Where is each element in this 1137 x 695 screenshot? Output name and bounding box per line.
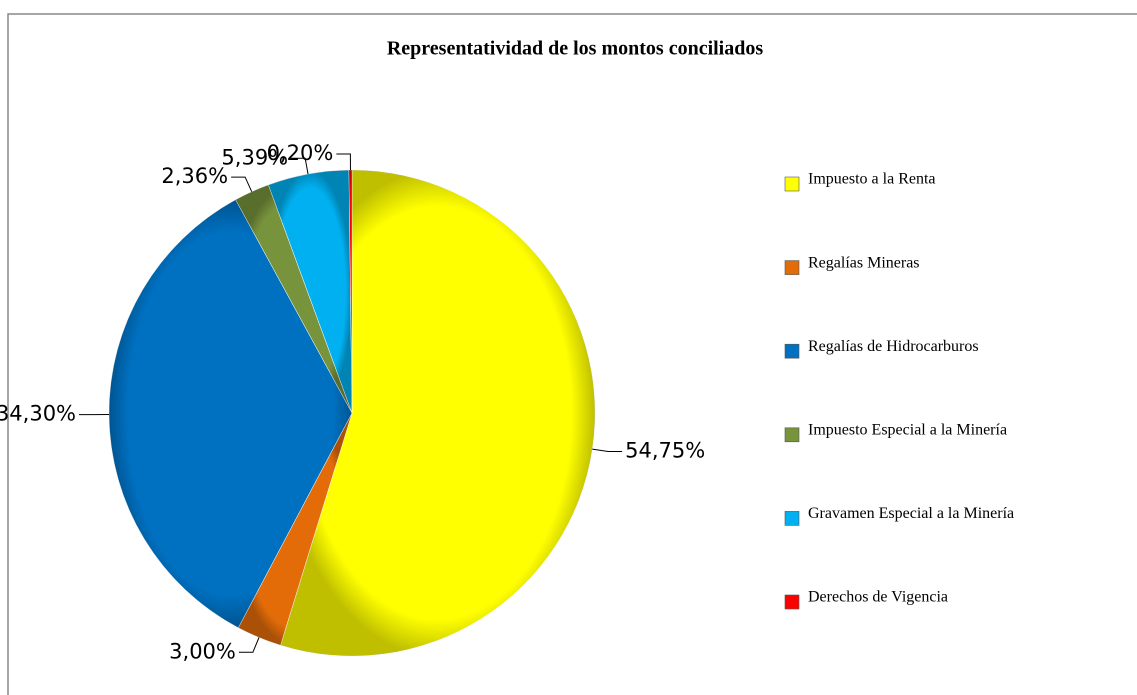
slice-shade <box>238 413 352 646</box>
legend-marker <box>784 511 800 526</box>
legend-label: Impuesto a la Renta <box>808 171 936 188</box>
legend-marker <box>784 343 800 359</box>
data-label: 3,00% <box>169 639 236 663</box>
chart-title: Representatividad de los montos concilia… <box>387 38 764 60</box>
legend-marker <box>784 594 800 610</box>
leader-line <box>238 637 260 653</box>
slice-shade <box>348 170 352 413</box>
legend-marker <box>784 427 800 443</box>
legend-label: Regalías de Hidrocarburos <box>808 338 979 355</box>
slice-shade <box>235 184 352 413</box>
slice-shade <box>280 170 595 656</box>
data-label: 2,36% <box>161 164 228 188</box>
slice-shade <box>108 199 352 628</box>
legend-marker <box>784 176 800 192</box>
legend-label: Regalías Mineras <box>808 254 920 271</box>
leader-line <box>291 157 309 175</box>
legend-marker <box>784 260 800 275</box>
leader-line <box>231 176 253 192</box>
legend-label: Derechos de Vigencia <box>808 589 948 606</box>
slice-shade <box>268 170 352 413</box>
legend-label: Gravamen Especial a la Minería <box>808 505 1014 522</box>
leader-line <box>592 448 623 453</box>
legend-label: Impuesto Especial a la Minería <box>808 421 1007 438</box>
data-label: 5,39% <box>221 145 288 169</box>
data-label: 0,20% <box>267 141 334 165</box>
data-label: 54,75% <box>625 439 705 463</box>
data-label: 34,30% <box>0 402 76 426</box>
leader-line <box>336 153 351 171</box>
